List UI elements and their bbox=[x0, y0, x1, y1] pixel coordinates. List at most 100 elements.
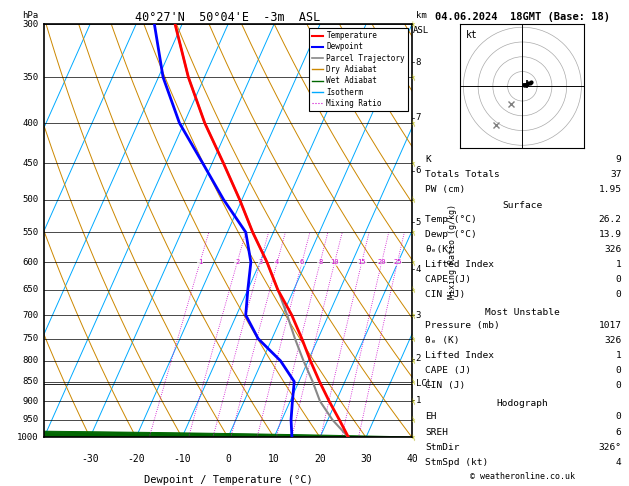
Text: —: — bbox=[410, 259, 418, 266]
Text: EH: EH bbox=[425, 413, 437, 421]
Text: —: — bbox=[410, 312, 418, 319]
Text: 0: 0 bbox=[225, 454, 231, 464]
Text: 300: 300 bbox=[23, 20, 38, 29]
Text: 1: 1 bbox=[416, 396, 421, 405]
Text: 326: 326 bbox=[604, 245, 621, 254]
Text: 650: 650 bbox=[23, 285, 38, 294]
Text: 3: 3 bbox=[416, 311, 421, 319]
Text: /: / bbox=[411, 416, 418, 423]
Text: 6: 6 bbox=[616, 428, 621, 436]
Text: © weatheronline.co.uk: © weatheronline.co.uk bbox=[470, 472, 575, 481]
Title: 40°27'N  50°04'E  -3m  ASL: 40°27'N 50°04'E -3m ASL bbox=[135, 11, 321, 24]
Text: —: — bbox=[410, 398, 418, 405]
Text: CIN (J): CIN (J) bbox=[425, 290, 465, 299]
Text: —: — bbox=[410, 335, 418, 342]
Text: 500: 500 bbox=[23, 195, 38, 204]
Text: 3: 3 bbox=[258, 259, 262, 265]
Text: 1017: 1017 bbox=[598, 321, 621, 330]
Text: 13.9: 13.9 bbox=[598, 230, 621, 239]
Text: Pressure (mb): Pressure (mb) bbox=[425, 321, 500, 330]
Text: -20: -20 bbox=[127, 454, 145, 464]
Text: θₑ(K): θₑ(K) bbox=[425, 245, 454, 254]
Text: Hodograph: Hodograph bbox=[496, 399, 548, 408]
Text: 0: 0 bbox=[616, 275, 621, 284]
Text: Surface: Surface bbox=[503, 201, 542, 210]
Text: 25: 25 bbox=[393, 259, 402, 265]
Text: Lifted Index: Lifted Index bbox=[425, 260, 494, 269]
Text: 20: 20 bbox=[314, 454, 326, 464]
Text: 10: 10 bbox=[330, 259, 339, 265]
Text: Lifted Index: Lifted Index bbox=[425, 351, 494, 360]
Text: 550: 550 bbox=[23, 228, 38, 237]
Text: 950: 950 bbox=[23, 416, 38, 424]
Text: StmDir: StmDir bbox=[425, 443, 460, 451]
Text: 700: 700 bbox=[23, 311, 38, 319]
Text: /: / bbox=[411, 434, 418, 441]
Text: 4: 4 bbox=[416, 265, 421, 274]
Text: LCL: LCL bbox=[416, 379, 431, 388]
Text: Totals Totals: Totals Totals bbox=[425, 170, 500, 179]
Text: 1.95: 1.95 bbox=[598, 185, 621, 194]
Text: 350: 350 bbox=[23, 73, 38, 82]
Text: Temp (°C): Temp (°C) bbox=[425, 215, 477, 224]
Text: /: / bbox=[411, 228, 418, 236]
Text: 26.2: 26.2 bbox=[598, 215, 621, 224]
Text: 7: 7 bbox=[416, 113, 421, 122]
Text: /: / bbox=[411, 160, 418, 167]
Text: CIN (J): CIN (J) bbox=[425, 382, 465, 390]
Text: ASL: ASL bbox=[413, 26, 429, 35]
Text: /: / bbox=[411, 398, 418, 405]
Text: /: / bbox=[411, 259, 418, 266]
Text: 400: 400 bbox=[23, 119, 38, 127]
Text: -30: -30 bbox=[81, 454, 99, 464]
Text: /: / bbox=[411, 378, 418, 385]
Text: 600: 600 bbox=[23, 258, 38, 267]
Text: —: — bbox=[410, 378, 418, 385]
Text: 10: 10 bbox=[268, 454, 280, 464]
Text: 800: 800 bbox=[23, 356, 38, 365]
Text: 04.06.2024  18GMT (Base: 18): 04.06.2024 18GMT (Base: 18) bbox=[435, 12, 610, 22]
Text: —: — bbox=[410, 120, 418, 127]
Text: Mixing Ratio (g/kg): Mixing Ratio (g/kg) bbox=[448, 204, 457, 299]
Text: /: / bbox=[411, 312, 418, 319]
Text: 326: 326 bbox=[604, 336, 621, 345]
Text: 0: 0 bbox=[616, 290, 621, 299]
Text: 0: 0 bbox=[616, 382, 621, 390]
Text: —: — bbox=[410, 228, 418, 236]
Text: CAPE (J): CAPE (J) bbox=[425, 366, 472, 375]
Text: 4: 4 bbox=[616, 458, 621, 467]
Text: 900: 900 bbox=[23, 397, 38, 406]
Text: 1000: 1000 bbox=[17, 433, 38, 442]
Text: /: / bbox=[411, 21, 418, 28]
Text: —: — bbox=[410, 160, 418, 167]
Text: /: / bbox=[411, 120, 418, 127]
Text: StmSpd (kt): StmSpd (kt) bbox=[425, 458, 489, 467]
Text: 326°: 326° bbox=[598, 443, 621, 451]
Text: 8: 8 bbox=[318, 259, 322, 265]
Text: 750: 750 bbox=[23, 334, 38, 343]
Text: CAPE (J): CAPE (J) bbox=[425, 275, 472, 284]
Text: 9: 9 bbox=[616, 155, 621, 164]
Text: 40: 40 bbox=[406, 454, 418, 464]
Text: -10: -10 bbox=[173, 454, 191, 464]
Text: kt: kt bbox=[466, 30, 478, 40]
Text: SREH: SREH bbox=[425, 428, 448, 436]
Text: /: / bbox=[411, 196, 418, 203]
Text: 2: 2 bbox=[235, 259, 240, 265]
Text: 20: 20 bbox=[377, 259, 386, 265]
Text: /: / bbox=[411, 286, 418, 293]
Text: —: — bbox=[410, 434, 418, 441]
Text: 6: 6 bbox=[300, 259, 304, 265]
Text: —: — bbox=[410, 196, 418, 203]
Text: Dewp (°C): Dewp (°C) bbox=[425, 230, 477, 239]
Text: km: km bbox=[416, 11, 426, 20]
Text: 8: 8 bbox=[416, 58, 421, 67]
Text: /: / bbox=[411, 335, 418, 342]
Text: 15: 15 bbox=[357, 259, 366, 265]
Text: 30: 30 bbox=[360, 454, 372, 464]
Text: 2: 2 bbox=[416, 354, 421, 363]
Text: 1: 1 bbox=[616, 351, 621, 360]
Text: 450: 450 bbox=[23, 159, 38, 168]
Text: Most Unstable: Most Unstable bbox=[485, 308, 560, 316]
Text: 0: 0 bbox=[616, 366, 621, 375]
